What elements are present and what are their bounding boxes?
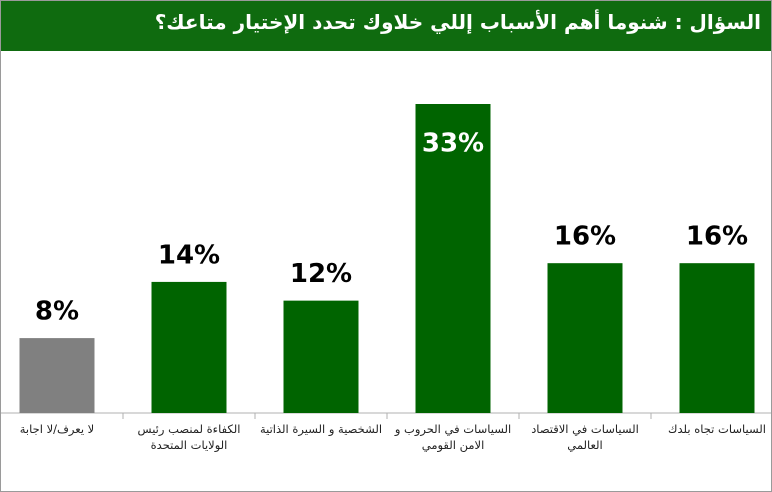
- header-band: السؤال : شنوما أهم الأسباب إللي خلاوك تح…: [1, 1, 771, 51]
- bar: [415, 104, 491, 413]
- bar: [547, 263, 623, 413]
- bar: [151, 281, 227, 413]
- value-label: 12%: [290, 259, 352, 289]
- bar: [283, 300, 359, 413]
- question-title: السؤال : شنوما أهم الأسباب إللي خلاوك تح…: [154, 10, 761, 34]
- bar: [679, 263, 755, 413]
- bar: [19, 338, 95, 413]
- category-label: الشخصية و السيرة الذاتية: [259, 422, 383, 436]
- value-label: 16%: [686, 222, 748, 252]
- value-label: 8%: [35, 297, 79, 327]
- value-label: 16%: [554, 222, 616, 252]
- category-label: لا يعرف/لا اجابة: [19, 422, 95, 436]
- category-label: السياسات في الاقتصاد العالمي: [531, 422, 639, 452]
- value-label: 33%: [422, 129, 484, 159]
- category-label: السياسات في الحروب و الامن القومي: [394, 422, 512, 452]
- category-label: الكفاءة لمنصب رئيس الولايات المتحدة: [137, 422, 241, 452]
- value-label: 14%: [158, 240, 220, 270]
- category-label: السياسات تجاه بلدك: [668, 422, 766, 436]
